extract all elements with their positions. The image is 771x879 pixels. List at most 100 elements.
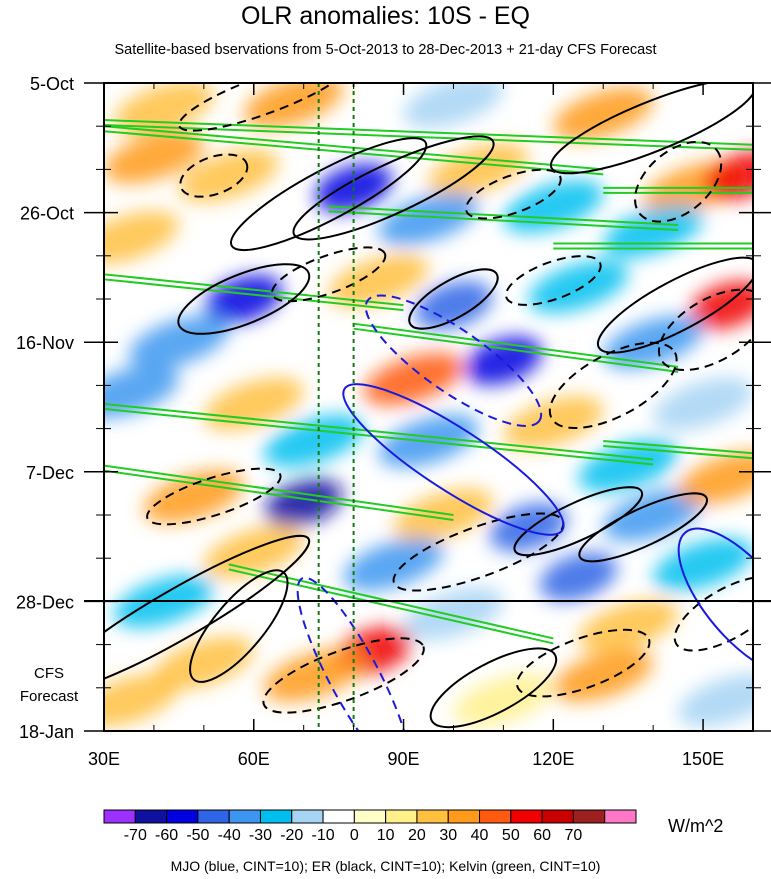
colorbar-swatch: [447, 809, 481, 824]
colorbar-label: 30: [439, 827, 457, 844]
y-tick-label: 7-Dec: [26, 463, 74, 483]
cfs-label: CFS: [34, 665, 64, 682]
colorbar-label: 70: [565, 827, 583, 844]
kelvin-contour: [328, 210, 679, 231]
plot-frame: [103, 82, 754, 732]
anomaly-blob: [178, 149, 279, 202]
anomaly-blob: [263, 649, 364, 702]
anomaly-blob: [104, 130, 204, 184]
er-contour: [513, 486, 644, 557]
anomaly-blob: [128, 315, 229, 369]
kelvin-contour: [228, 568, 554, 645]
er-contour: [177, 263, 311, 335]
er-contour: [178, 83, 350, 132]
colorbar-swatch: [353, 809, 387, 824]
colorbar-label: 20: [408, 827, 426, 844]
mjo-contour: [342, 383, 565, 536]
er-contour: [596, 256, 753, 354]
kelvin-contour: [603, 444, 753, 460]
y-tick-label: 26-Oct: [20, 204, 74, 224]
anomaly-blob: [603, 488, 704, 542]
colorbar-swatch: [541, 809, 574, 824]
y-tick-label: 18-Jan: [19, 722, 74, 742]
colorbar-swatch: [479, 809, 512, 824]
colorbar-label: 0: [350, 827, 359, 844]
er-contour: [408, 268, 499, 330]
anomaly-blob: [153, 636, 254, 690]
kelvin-contour: [104, 464, 454, 516]
colorbar-swatch: [259, 809, 293, 824]
colorbar: -70 -60 -50 -40 -30 -20 -10 0 10 20 30 40 50 60 70: [103, 809, 637, 844]
anomaly-blob: [578, 599, 679, 653]
kelvin-contour: [104, 469, 454, 521]
x-tick-label: 90E: [388, 749, 420, 769]
anomaly-blob: [553, 649, 654, 702]
colorbar-swatch: [197, 809, 230, 824]
anomaly-blob: [414, 280, 493, 330]
colorbar-units: W/m^2: [668, 816, 724, 836]
anomaly-blob: [539, 552, 617, 602]
anomaly-blob: [343, 537, 444, 591]
er-contour: [104, 534, 311, 693]
kelvin-contour: [104, 402, 654, 461]
anomaly-blob: [689, 280, 753, 330]
er-contour: [271, 246, 387, 303]
kelvin-contour: [603, 439, 753, 455]
colorbar-label: 50: [502, 827, 520, 844]
colorbar-label: -20: [280, 827, 303, 844]
colorbar-swatch: [103, 809, 136, 824]
er-contour: [189, 569, 289, 683]
x-tick-label: 30E: [88, 749, 120, 769]
anomaly-blob: [489, 503, 567, 552]
anomaly-blob: [653, 377, 753, 431]
colorbar-swatch: [166, 809, 199, 824]
er-contour: [548, 341, 678, 430]
er-contour: [578, 492, 708, 563]
kelvin-contour: [104, 119, 753, 146]
anomaly-blob: [503, 396, 604, 449]
colorbar-swatch: [572, 809, 606, 824]
colorbar-swatch: [604, 809, 637, 824]
kelvin-contour: [353, 327, 679, 373]
anomaly-blob: [363, 352, 464, 406]
er-contour: [504, 255, 602, 306]
mjo-contour: [677, 527, 753, 676]
y-tick-label: 5-Oct: [30, 74, 74, 94]
colorbar-label: 60: [533, 827, 551, 844]
colorbar-label: -50: [186, 827, 209, 844]
mjo-contours: [296, 294, 753, 731]
contour-legend-note: MJO (blue, CINT=10); ER (black, CINT=10)…: [170, 858, 601, 874]
x-tick-label: 60E: [238, 749, 270, 769]
forecast-label: Forecast: [19, 688, 79, 705]
er-contour: [634, 140, 723, 223]
anomaly-blob: [553, 87, 654, 141]
colorbar-label: 40: [471, 827, 489, 844]
chart-title: OLR anomalies: 10S - EQ: [240, 2, 530, 30]
colorbar-swatch: [416, 809, 449, 824]
mjo-contour: [364, 294, 543, 427]
anomaly-blob: [464, 336, 543, 386]
er-contour: [465, 168, 562, 220]
kelvin-contour: [104, 278, 404, 312]
y-tick-label: 16-Nov: [16, 333, 74, 353]
colorbar-swatch: [322, 809, 355, 824]
er-contour: [262, 637, 425, 714]
anomaly-blob: [143, 470, 244, 523]
colorbar-swatch: [134, 809, 168, 824]
kelvin-contour: [104, 407, 654, 466]
y-tick-label: 28-Dec: [16, 592, 74, 612]
anomaly-blob: [243, 83, 344, 128]
er-contour: [229, 137, 428, 252]
kelvin-contour: [328, 205, 679, 226]
colorbar-label: 10: [377, 827, 395, 844]
mjo-contour: [296, 576, 411, 731]
reference-longitude-lines: [317, 83, 355, 731]
er-contour: [549, 83, 753, 175]
colorbar-label: -30: [249, 827, 272, 844]
colorbar-swatch: [291, 809, 324, 824]
anomaly-blob: [578, 439, 679, 493]
colorbar-swatch: [510, 809, 543, 824]
er-contour: [179, 153, 249, 198]
er-contour: [146, 467, 282, 526]
